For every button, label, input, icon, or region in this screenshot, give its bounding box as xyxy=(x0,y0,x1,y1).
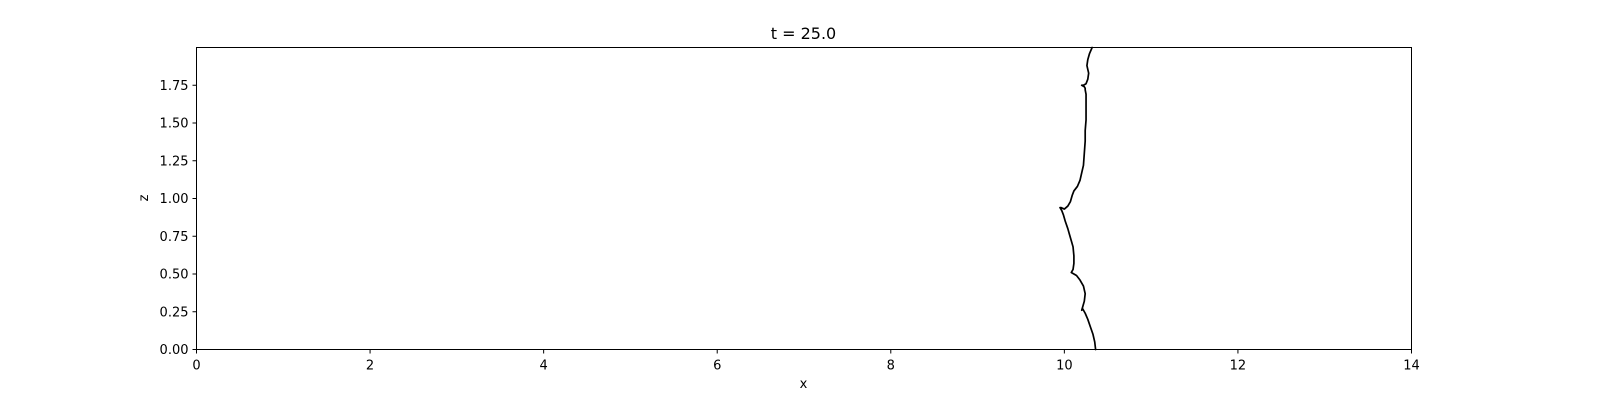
x-tick-label: 4 xyxy=(540,359,548,374)
y-tick-label: 1.75 xyxy=(160,79,189,94)
x-tick-label: 14 xyxy=(1403,359,1420,374)
y-axis-label: z xyxy=(137,194,152,201)
y-tick-label: 1.00 xyxy=(160,192,189,207)
x-tick-label: 2 xyxy=(366,359,374,374)
x-tick-label: 6 xyxy=(713,359,721,374)
y-tick-label: 0.50 xyxy=(160,268,189,283)
y-tick-label: 1.50 xyxy=(160,117,189,132)
y-tick-label: 0.25 xyxy=(160,305,189,320)
x-tick-label: 10 xyxy=(1056,359,1073,374)
plot-area xyxy=(1059,46,1097,351)
y-tick-label: 0.00 xyxy=(160,343,189,358)
axes-frame xyxy=(196,47,1412,350)
x-axis-label: x xyxy=(800,377,808,392)
chart-title: t = 25.0 xyxy=(771,24,836,43)
x-tick-label: 0 xyxy=(192,359,200,374)
y-axis: 0.00 0.25 0.50 0.75 1.00 1.25 1.50 1.75 xyxy=(160,79,197,358)
x-tick-label: 8 xyxy=(887,359,895,374)
y-tick-label: 1.25 xyxy=(160,154,189,169)
y-tick-label: 0.75 xyxy=(160,230,189,245)
interface-line xyxy=(1059,46,1097,351)
x-axis: 0 2 4 6 8 10 12 14 xyxy=(192,349,1420,374)
x-tick-label: 12 xyxy=(1230,359,1247,374)
